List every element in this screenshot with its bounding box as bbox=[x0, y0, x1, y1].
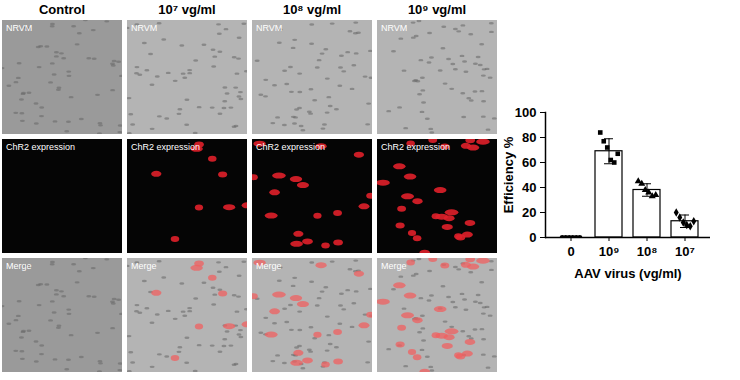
html-text:Merge: Merge bbox=[6, 261, 32, 271]
svg-text:10⁸: 10⁸ bbox=[637, 244, 658, 259]
svg-text:40: 40 bbox=[522, 180, 536, 195]
html-text:Merge: Merge bbox=[131, 261, 157, 271]
svg-text:0: 0 bbox=[567, 244, 574, 259]
html-text:10⁸ vg/ml: 10⁸ vg/ml bbox=[282, 2, 342, 17]
svg-text:80: 80 bbox=[522, 130, 536, 145]
html-text:Control: Control bbox=[38, 2, 86, 17]
svg-text:20: 20 bbox=[522, 205, 536, 220]
html-text:NRVM: NRVM bbox=[381, 23, 408, 33]
html-text:ChR2 expression: ChR2 expression bbox=[131, 142, 200, 152]
html-text:10⁹ vg/ml: 10⁹ vg/ml bbox=[407, 2, 467, 17]
html-text:NRVM: NRVM bbox=[131, 23, 158, 33]
html-text:ChR2 expression: ChR2 expression bbox=[381, 142, 450, 152]
html-text:Merge: Merge bbox=[256, 261, 282, 271]
svg-text:AAV virus (vg/ml): AAV virus (vg/ml) bbox=[574, 266, 681, 281]
html-text:NRVM: NRVM bbox=[256, 23, 283, 33]
svg-text:0: 0 bbox=[529, 230, 536, 245]
html-text:Merge: Merge bbox=[381, 261, 407, 271]
html-text:NRVM: NRVM bbox=[6, 23, 33, 33]
svg-text:100: 100 bbox=[515, 105, 537, 120]
html-text:ChR2 expression: ChR2 expression bbox=[256, 142, 325, 152]
html-text:10⁷ vg/ml: 10⁷ vg/ml bbox=[158, 2, 216, 17]
svg-text:10⁷: 10⁷ bbox=[675, 244, 695, 259]
svg-text:10⁹: 10⁹ bbox=[599, 244, 620, 259]
html-text:ChR2 expression: ChR2 expression bbox=[6, 142, 75, 152]
svg-text:Efficiency %: Efficiency % bbox=[501, 136, 516, 213]
svg-text:60: 60 bbox=[522, 155, 536, 170]
